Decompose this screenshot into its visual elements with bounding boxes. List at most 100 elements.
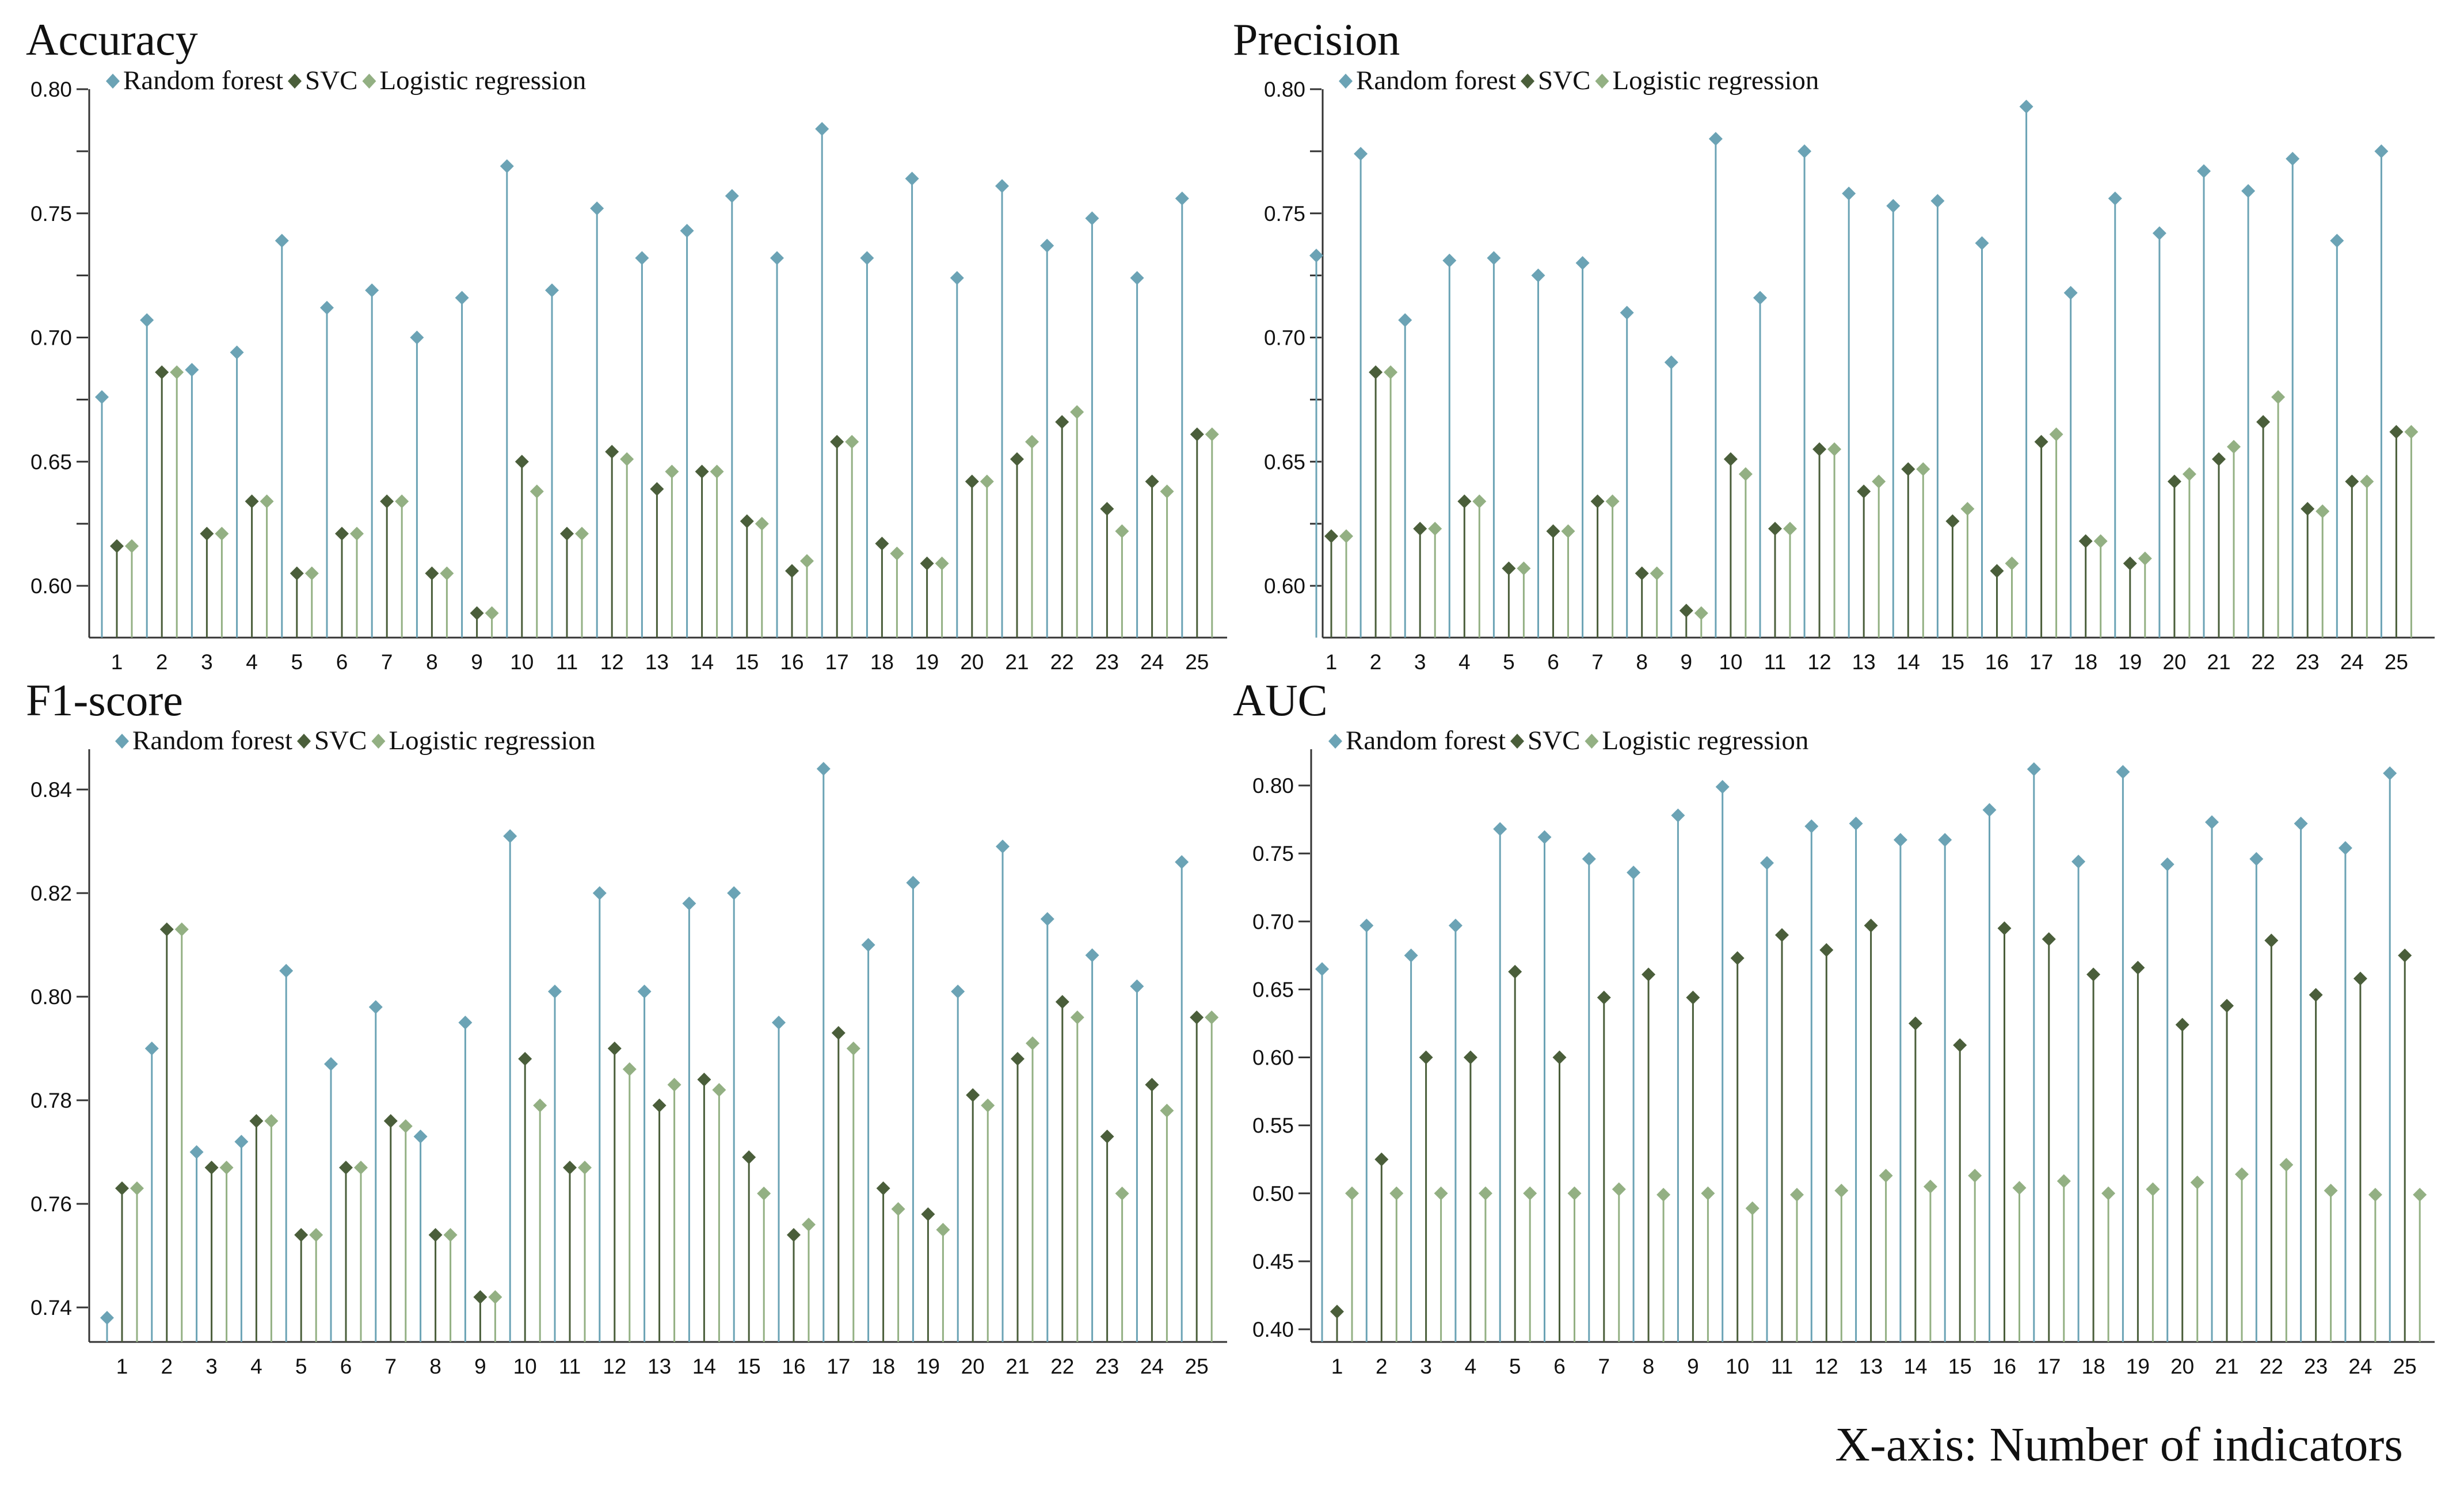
x-tick-label: 23 — [2296, 650, 2320, 674]
x-tick-label: 20 — [960, 650, 984, 674]
point-logistic-regression — [936, 1223, 950, 1237]
point-svc — [2167, 474, 2181, 489]
point-random-forest — [1664, 355, 1678, 369]
x-tick-label: 21 — [1006, 1355, 1029, 1378]
point-svc — [200, 527, 214, 541]
point-svc — [1597, 990, 1611, 1005]
x-tick-label: 10 — [510, 650, 534, 674]
point-logistic-regression — [1025, 434, 1039, 449]
x-tick-label: 3 — [205, 1355, 218, 1378]
point-svc — [1190, 427, 1204, 441]
point-logistic-regression — [757, 1187, 771, 1200]
point-svc — [2078, 534, 2093, 548]
point-svc — [2212, 452, 2226, 466]
point-svc — [831, 1026, 846, 1040]
point-svc — [335, 527, 349, 541]
x-tick-label: 2 — [1376, 1355, 1388, 1378]
point-random-forest — [1804, 819, 1819, 833]
x-tick-label: 16 — [782, 1355, 805, 1378]
x-tick-label: 3 — [1420, 1355, 1432, 1378]
point-random-forest — [413, 1130, 428, 1143]
point-logistic-regression — [2101, 1186, 2116, 1200]
point-logistic-regression — [1745, 1201, 1760, 1215]
legend-label-logistic-regression: Logistic regression — [1612, 66, 1819, 96]
point-logistic-regression — [846, 1042, 860, 1055]
point-svc — [1457, 494, 1472, 509]
x-tick-label: 2 — [1370, 650, 1382, 674]
point-svc — [2389, 425, 2404, 439]
legend-label-random-forest: Random forest — [1346, 726, 1506, 756]
point-svc — [2086, 967, 2101, 982]
x-tick-label: 14 — [692, 1355, 716, 1378]
y-tick-label: 0.84 — [31, 778, 72, 802]
point-svc — [155, 365, 169, 379]
point-svc — [1145, 1078, 1159, 1092]
x-tick-label: 12 — [1808, 650, 1831, 674]
point-logistic-regression — [2235, 1167, 2249, 1181]
point-random-forest — [1671, 808, 1685, 822]
point-random-forest — [2241, 184, 2256, 198]
x-tick-label: 10 — [1726, 1355, 1749, 1378]
x-tick-label: 2 — [161, 1355, 173, 1378]
x-tick-label: 24 — [1140, 1355, 1164, 1378]
y-tick-label: 0.80 — [1264, 78, 1305, 101]
panel-title: Precision — [1233, 14, 1400, 64]
legend-marker-svc — [297, 734, 311, 749]
point-random-forest — [365, 283, 379, 298]
x-tick-label: 4 — [1465, 1355, 1477, 1378]
point-random-forest — [1175, 855, 1189, 869]
point-random-forest — [1849, 817, 1863, 831]
x-tick-label: 18 — [2082, 1355, 2105, 1378]
y-tick-label: 0.80 — [31, 985, 72, 1009]
legend-marker-random-forest — [115, 734, 129, 749]
point-svc — [1908, 1016, 1922, 1031]
x-tick-label: 8 — [426, 650, 438, 674]
point-svc — [2131, 960, 2145, 975]
y-tick-label: 0.40 — [1252, 1318, 1294, 1341]
point-logistic-regression — [1827, 442, 1842, 456]
point-random-forest — [772, 1016, 786, 1029]
x-tick-label: 5 — [1503, 650, 1515, 674]
point-random-forest — [455, 291, 469, 305]
point-random-forest — [2063, 285, 2078, 300]
legend-label-svc: SVC — [1528, 726, 1580, 756]
point-logistic-regression — [980, 474, 994, 489]
point-random-forest — [2249, 852, 2264, 866]
point-logistic-regression — [2360, 474, 2374, 489]
x-tick-label: 10 — [1719, 650, 1742, 674]
x-tick-label: 3 — [201, 650, 213, 674]
series-random-forest — [100, 762, 1189, 1342]
point-logistic-regression — [1026, 1036, 1039, 1050]
x-tick-label: 11 — [1764, 650, 1786, 674]
point-logistic-regression — [2271, 390, 2286, 405]
point-logistic-regression — [1605, 494, 1620, 509]
point-random-forest — [2374, 144, 2389, 158]
point-random-forest — [545, 283, 559, 298]
point-logistic-regression — [1345, 1186, 1359, 1200]
x-tick-label: 20 — [2162, 650, 2186, 674]
legend-label-random-forest: Random forest — [1356, 66, 1516, 96]
x-tick-label: 15 — [737, 1355, 761, 1378]
series-svc — [115, 922, 1204, 1342]
legend-label-svc: SVC — [314, 726, 367, 756]
point-logistic-regression — [2093, 534, 2108, 548]
x-tick-label: 24 — [2348, 1355, 2372, 1378]
point-random-forest — [1130, 270, 1144, 285]
x-tick-label: 18 — [870, 650, 894, 674]
point-logistic-regression — [1916, 462, 1930, 476]
y-tick-label: 0.45 — [1252, 1250, 1294, 1273]
point-svc — [515, 455, 529, 469]
point-logistic-regression — [1923, 1179, 1937, 1193]
x-tick-label: 5 — [1509, 1355, 1521, 1378]
point-logistic-regression — [1701, 1186, 1715, 1200]
point-random-forest — [637, 985, 652, 998]
point-random-forest — [2116, 765, 2130, 779]
legend-label-svc: SVC — [1538, 66, 1590, 96]
point-svc — [2220, 998, 2234, 1013]
x-tick-label: 18 — [871, 1355, 895, 1378]
point-random-forest — [2160, 857, 2174, 872]
point-logistic-regression — [1160, 485, 1174, 499]
point-random-forest — [500, 159, 514, 173]
point-logistic-regression — [1879, 1169, 1893, 1183]
x-tick-label: 22 — [1050, 1355, 1074, 1378]
